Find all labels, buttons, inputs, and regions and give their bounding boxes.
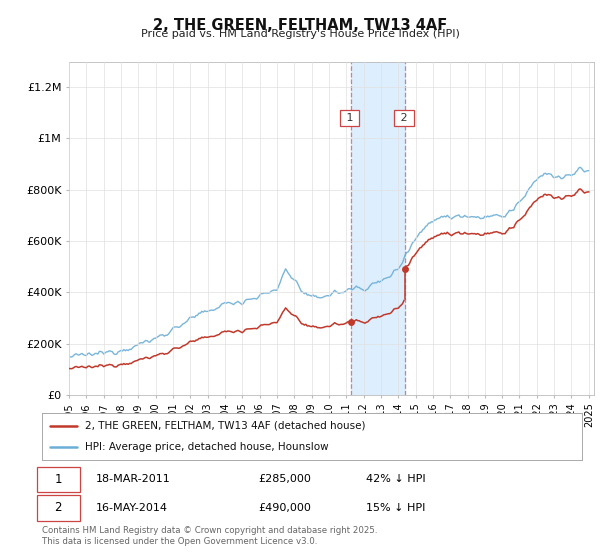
Text: 2, THE GREEN, FELTHAM, TW13 4AF (detached house): 2, THE GREEN, FELTHAM, TW13 4AF (detache… [85, 421, 366, 431]
Text: 42% ↓ HPI: 42% ↓ HPI [366, 474, 425, 484]
Text: 1: 1 [55, 473, 62, 486]
Text: HPI: Average price, detached house, Hounslow: HPI: Average price, detached house, Houn… [85, 442, 329, 452]
Text: 18-MAR-2011: 18-MAR-2011 [96, 474, 171, 484]
Text: 2: 2 [55, 501, 62, 515]
Text: 2, THE GREEN, FELTHAM, TW13 4AF: 2, THE GREEN, FELTHAM, TW13 4AF [153, 18, 447, 33]
Text: Price paid vs. HM Land Registry's House Price Index (HPI): Price paid vs. HM Land Registry's House … [140, 29, 460, 39]
Text: £285,000: £285,000 [258, 474, 311, 484]
Text: 15% ↓ HPI: 15% ↓ HPI [366, 503, 425, 513]
Text: £490,000: £490,000 [258, 503, 311, 513]
Text: Contains HM Land Registry data © Crown copyright and database right 2025.
This d: Contains HM Land Registry data © Crown c… [42, 526, 377, 546]
Text: 2: 2 [397, 113, 411, 123]
FancyBboxPatch shape [37, 495, 80, 521]
FancyBboxPatch shape [37, 466, 80, 492]
Bar [350, 62, 405, 395]
Text: 1: 1 [343, 113, 356, 123]
Text: 16-MAY-2014: 16-MAY-2014 [96, 503, 168, 513]
